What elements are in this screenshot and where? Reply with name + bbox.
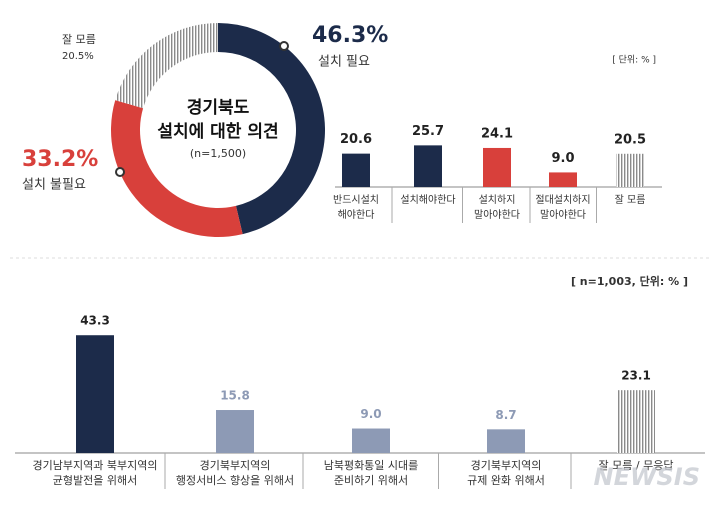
value-label: 9.0 — [551, 151, 574, 166]
donut-slice — [110, 100, 243, 238]
category-label: 균형발전을 위해서 — [53, 473, 137, 487]
category-label: 남북평화통일 시대를 — [324, 458, 419, 472]
bar — [487, 429, 525, 453]
slice-marker — [115, 167, 125, 177]
category-label: 말아야한다 — [540, 209, 586, 221]
value-label: 43.3 — [80, 314, 110, 328]
donut-title: 경기북도 — [187, 98, 250, 118]
value-label: 9.0 — [360, 407, 381, 421]
value-label: 24.1 — [481, 126, 513, 141]
value-label: 25.7 — [412, 124, 444, 139]
category-label: 해야한다 — [338, 208, 375, 221]
value-label: 20.5 — [614, 132, 646, 147]
bar — [352, 428, 390, 453]
slice-name: 설치 필요 — [318, 55, 370, 70]
category-label: 준비하기 위해서 — [334, 473, 408, 487]
category-label: 경기남부지역과 북부지역의 — [33, 459, 158, 472]
value-label: 20.6 — [340, 132, 372, 147]
slice-value-label: 33.2% — [22, 147, 98, 172]
category-label: 설치하지 — [479, 193, 516, 206]
donut-slice — [115, 23, 218, 109]
watermark: NEWSIS — [594, 463, 700, 491]
category-label: 반드시설치 — [333, 194, 379, 206]
unit-note: [ n=1,003, 단위: % ] — [571, 274, 688, 288]
slice-marker — [279, 41, 289, 51]
unit-note: [ 단위: % ] — [612, 55, 656, 66]
donut-title: 설치에 대한 의견 — [157, 122, 278, 142]
bar — [76, 335, 114, 453]
slice-value-label: 20.5% — [62, 51, 94, 62]
category-label: 경기북부지역의 — [471, 459, 542, 472]
slice-name: 잘 모름 — [62, 33, 96, 46]
bar — [216, 410, 254, 453]
category-label: 절대설치하지 — [535, 193, 590, 206]
category-label: 행정서비스 향상을 위해서 — [176, 473, 294, 487]
bar — [342, 153, 370, 187]
bar — [549, 172, 577, 187]
bar — [414, 145, 442, 187]
bar — [483, 147, 511, 187]
value-label: 8.7 — [495, 408, 516, 422]
slice-name: 설치 불필요 — [22, 178, 86, 193]
bar — [617, 390, 655, 453]
category-label: 규제 완화 위해서 — [467, 473, 545, 487]
category-label: 잘 모름 / 무응답 — [599, 459, 674, 472]
donut-slice — [218, 23, 325, 235]
bar — [616, 153, 644, 187]
category-label: 설치해야한다 — [400, 193, 455, 206]
value-label: 23.1 — [621, 369, 651, 383]
donut-subtitle: (n=1,500) — [190, 147, 246, 160]
category-label: 말아야한다 — [474, 209, 520, 221]
slice-value-label: 46.3% — [312, 23, 388, 48]
category-label: 잘 모름 — [615, 194, 646, 206]
value-label: 15.8 — [220, 389, 250, 403]
category-label: 경기북부지역의 — [200, 459, 271, 472]
